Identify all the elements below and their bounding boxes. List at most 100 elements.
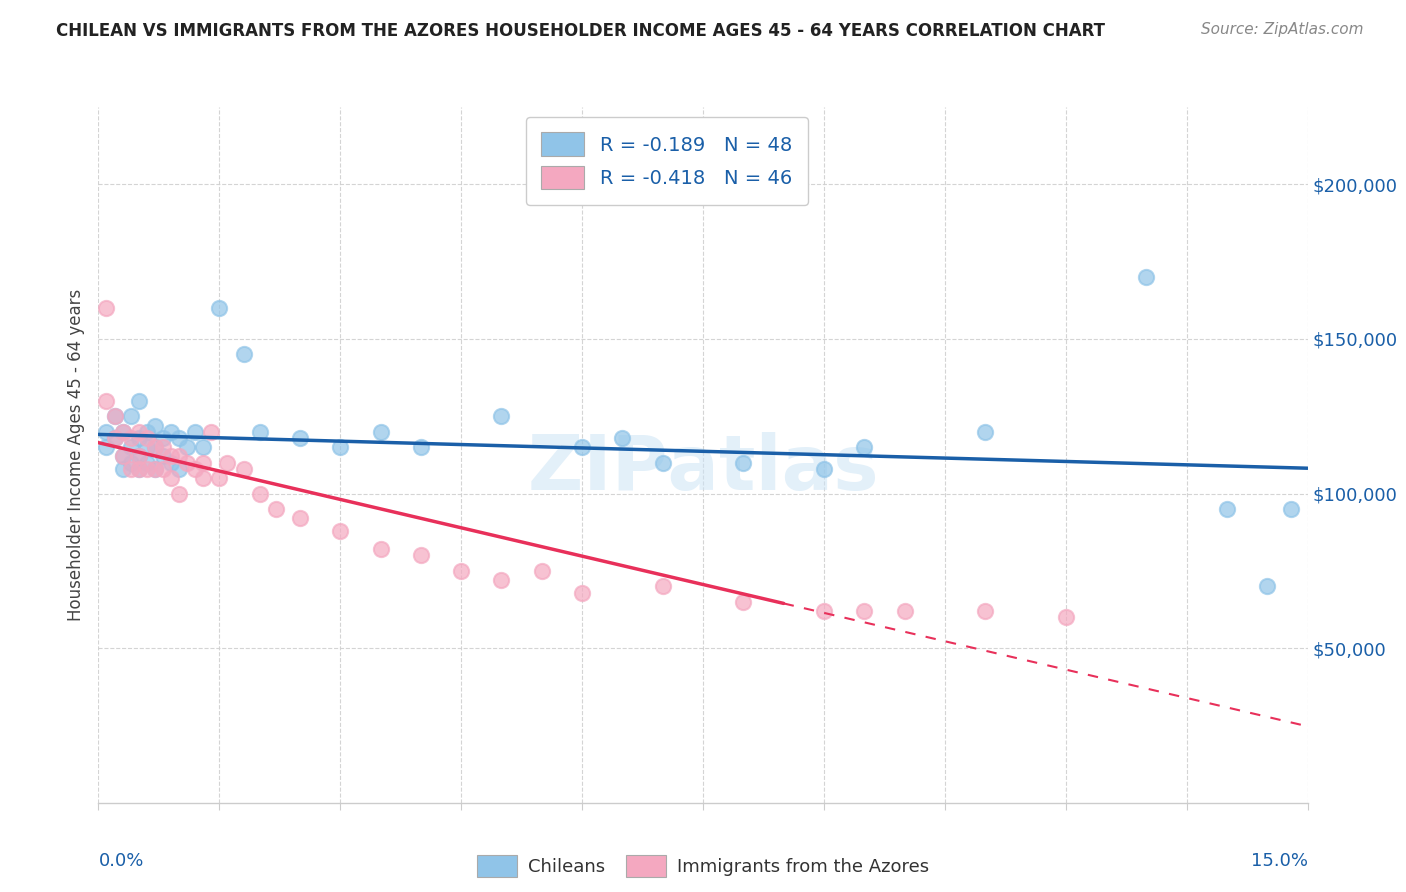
Text: ZIP​atlas: ZIP​atlas (527, 432, 879, 506)
Point (491, 409, 513, 424)
Point (160, 425, 183, 439)
Point (370, 542, 392, 557)
Point (111, 450, 134, 464)
Point (1281, 502, 1303, 516)
Point (853, 604, 876, 618)
Point (152, 462, 174, 476)
Point (120, 462, 142, 476)
Point (152, 450, 174, 464)
Point (143, 462, 166, 476)
Point (160, 456, 183, 470)
Point (160, 471, 183, 485)
Point (571, 440, 593, 454)
Point (128, 450, 150, 464)
Point (167, 431, 190, 445)
Point (111, 462, 134, 476)
Point (329, 440, 352, 454)
Point (120, 409, 142, 424)
Point (143, 440, 166, 454)
Point (128, 431, 150, 445)
Point (111, 425, 134, 439)
Point (193, 440, 215, 454)
Point (167, 486, 190, 500)
Point (143, 418, 166, 433)
Point (135, 440, 157, 454)
Point (135, 456, 157, 470)
Point (232, 462, 254, 476)
Point (370, 425, 392, 439)
Point (409, 549, 432, 563)
Point (128, 462, 150, 476)
Point (853, 440, 876, 454)
Point (128, 393, 150, 408)
Text: 15.0%: 15.0% (1250, 852, 1308, 870)
Point (167, 450, 190, 464)
Point (103, 409, 125, 424)
Point (152, 440, 174, 454)
Point (232, 347, 254, 361)
Point (733, 595, 755, 609)
Point (193, 456, 215, 470)
Point (143, 462, 166, 476)
Point (135, 462, 157, 476)
Point (128, 462, 150, 476)
Point (160, 450, 183, 464)
Point (120, 440, 142, 454)
Point (200, 425, 222, 439)
Point (264, 502, 287, 516)
Point (530, 564, 553, 578)
Point (176, 456, 198, 470)
Point (111, 450, 134, 464)
Text: Source: ZipAtlas.com: Source: ZipAtlas.com (1201, 22, 1364, 37)
Point (167, 462, 190, 476)
Text: 0.0%: 0.0% (98, 852, 143, 870)
Point (208, 471, 231, 485)
Point (1135, 270, 1157, 285)
Point (571, 585, 593, 599)
Point (193, 471, 215, 485)
Point (733, 456, 755, 470)
Point (288, 431, 311, 445)
Point (120, 431, 142, 445)
Point (813, 462, 835, 476)
Point (96, 425, 118, 439)
Point (96, 440, 118, 454)
Point (409, 440, 432, 454)
Point (128, 425, 150, 439)
Point (111, 425, 134, 439)
Point (1256, 579, 1278, 593)
Point (128, 450, 150, 464)
Point (450, 564, 472, 578)
Text: CHILEAN VS IMMIGRANTS FROM THE AZORES HOUSEHOLDER INCOME AGES 45 - 64 YEARS CORR: CHILEAN VS IMMIGRANTS FROM THE AZORES HO… (56, 22, 1105, 40)
Point (249, 486, 271, 500)
Point (974, 604, 997, 618)
Point (184, 462, 207, 476)
Point (974, 425, 997, 439)
Point (184, 425, 207, 439)
Point (135, 431, 157, 445)
Point (249, 425, 271, 439)
Point (103, 431, 125, 445)
Point (152, 431, 174, 445)
Point (612, 431, 634, 445)
Point (1054, 610, 1077, 624)
Point (208, 301, 231, 315)
Point (103, 409, 125, 424)
Point (120, 456, 142, 470)
Point (893, 604, 915, 618)
Point (329, 524, 352, 538)
Point (1216, 502, 1239, 516)
Y-axis label: Householder Income Ages 45 - 64 years: Householder Income Ages 45 - 64 years (66, 289, 84, 621)
Point (813, 604, 835, 618)
Point (491, 573, 513, 587)
Point (288, 511, 311, 525)
Point (103, 431, 125, 445)
Legend: Chileans, Immigrants from the Azores: Chileans, Immigrants from the Azores (470, 847, 936, 884)
Point (96, 393, 118, 408)
Point (135, 425, 157, 439)
Point (651, 579, 673, 593)
Point (176, 440, 198, 454)
Point (217, 456, 239, 470)
Point (143, 440, 166, 454)
Point (651, 456, 673, 470)
